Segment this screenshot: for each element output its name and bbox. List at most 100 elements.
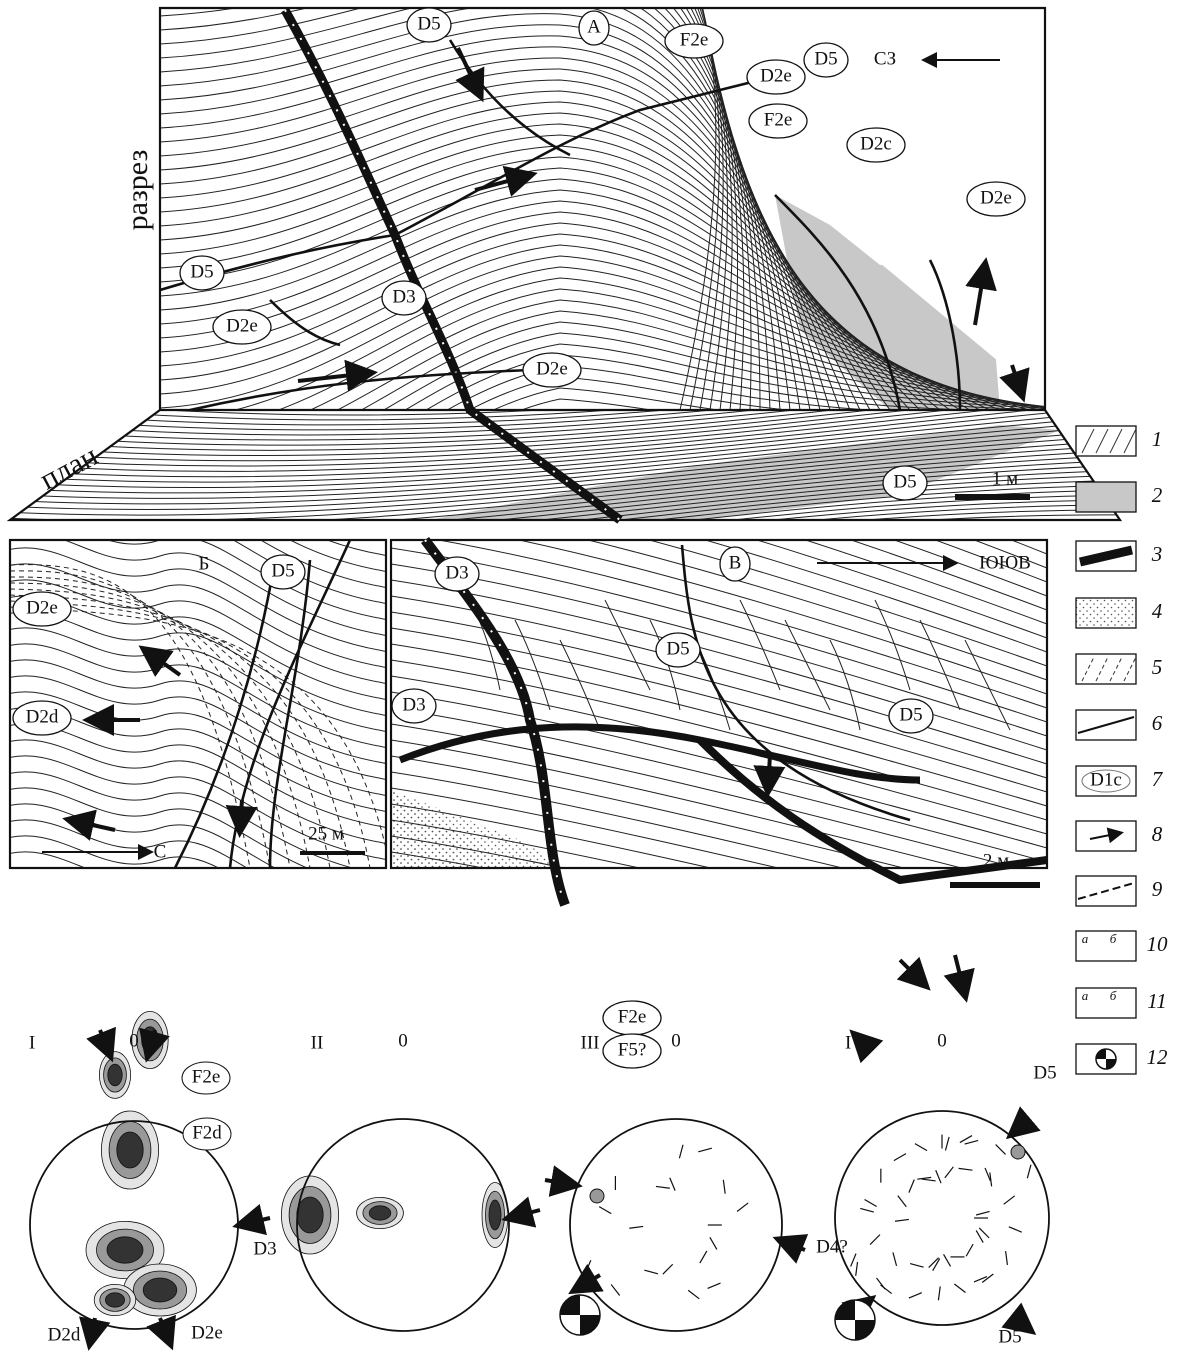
scale-label: 1 м xyxy=(992,468,1018,489)
contour xyxy=(108,1064,122,1086)
tag: D2e xyxy=(26,597,58,618)
tag: D2e xyxy=(536,358,568,379)
lineation xyxy=(670,1178,675,1191)
contour xyxy=(105,1293,124,1307)
tag: F2e xyxy=(618,1006,647,1027)
legend-number: 9 xyxy=(1152,877,1163,901)
stratum xyxy=(391,1028,1047,1142)
lineation xyxy=(959,1168,973,1170)
stratum xyxy=(0,510,1130,596)
figure: разрез план СЗ 1 м Б С 25 м ЮЮВ 2 м АD5F… xyxy=(0,0,1179,1353)
north-label: 0 xyxy=(937,1030,947,1051)
stratum xyxy=(0,562,1130,662)
tag: D5 xyxy=(1033,1062,1056,1083)
lineation xyxy=(1004,1196,1015,1205)
legend-box xyxy=(1076,426,1136,456)
legend-box xyxy=(1076,598,1136,628)
lineation xyxy=(976,1230,983,1242)
stereonet-label: II xyxy=(311,1032,324,1053)
stratum xyxy=(0,724,390,828)
legend-number: 5 xyxy=(1152,655,1163,679)
stratum xyxy=(0,804,390,908)
stratum xyxy=(391,964,1047,1086)
legend-number: 2 xyxy=(1152,483,1163,507)
contour xyxy=(117,1132,143,1168)
stratum xyxy=(0,868,390,972)
tag: D2e xyxy=(191,1322,223,1343)
lineation xyxy=(700,1251,707,1263)
stratum xyxy=(0,916,390,1020)
legend-part: а xyxy=(1082,988,1089,1003)
stress-arrow xyxy=(90,1318,95,1343)
stratum xyxy=(391,1060,1047,1170)
legend-number: 1 xyxy=(1152,427,1163,451)
tag: D5 xyxy=(417,13,440,34)
lineation xyxy=(723,1180,725,1194)
legend-box xyxy=(1076,654,1136,684)
north-label: 0 xyxy=(671,1030,681,1051)
lineation xyxy=(954,1284,965,1293)
lineation xyxy=(996,1145,1006,1155)
stratum xyxy=(391,580,1047,750)
stratum xyxy=(391,884,1047,1016)
lineation xyxy=(708,1283,721,1288)
stereonet-label: III xyxy=(581,1032,600,1053)
legend-part: б xyxy=(1110,988,1117,1003)
lineation xyxy=(1006,1251,1008,1265)
tag: D3 xyxy=(392,286,415,307)
stratum xyxy=(0,529,1130,620)
panel-v-frame xyxy=(391,540,1047,868)
lineation xyxy=(629,1226,643,1228)
stratum xyxy=(0,932,390,1036)
axis-point xyxy=(590,1189,604,1203)
tag: А xyxy=(587,16,601,37)
legend-number: 4 xyxy=(1152,599,1163,623)
lineation xyxy=(894,1154,906,1161)
tag: F5? xyxy=(618,1039,647,1060)
stratum xyxy=(391,980,1047,1100)
stratum xyxy=(0,500,390,604)
stress-arrow xyxy=(160,1318,170,1343)
tag: F2d xyxy=(192,1122,222,1143)
lineation xyxy=(936,1170,941,1183)
lineation xyxy=(710,1237,717,1249)
lineation xyxy=(881,1285,892,1294)
stratum xyxy=(0,964,390,1068)
scale-label: 2 м xyxy=(983,850,1009,871)
contour xyxy=(489,1200,501,1230)
tag: D3 xyxy=(445,562,468,583)
lineation xyxy=(870,1235,880,1245)
lineation xyxy=(965,1140,979,1144)
tag: D5 xyxy=(271,560,294,581)
legend-number: 6 xyxy=(1152,711,1163,735)
tag: D2d xyxy=(26,706,59,727)
contour xyxy=(107,1237,143,1263)
lineation xyxy=(1027,1165,1031,1179)
stratum xyxy=(391,868,1047,1002)
stratum xyxy=(0,884,390,988)
tag: D5 xyxy=(899,704,922,725)
stratum xyxy=(391,1092,1047,1198)
stress-arrow xyxy=(780,1240,805,1250)
lineation xyxy=(865,1199,877,1206)
minor-fault xyxy=(785,620,830,710)
tag: D2d xyxy=(48,1324,81,1345)
lineation xyxy=(851,1254,856,1267)
stratum xyxy=(391,1076,1047,1184)
stratum xyxy=(391,948,1047,1072)
tag: D2e xyxy=(226,315,258,336)
stress-arrow xyxy=(240,1218,270,1225)
stratum xyxy=(0,534,1130,626)
tag: D4? xyxy=(816,1236,848,1257)
legend-number: 12 xyxy=(1147,1045,1169,1069)
legend-number: 3 xyxy=(1151,542,1163,566)
stress-arrow xyxy=(509,1210,540,1218)
lineation xyxy=(679,1145,683,1159)
stratum xyxy=(0,612,390,716)
axis-point xyxy=(1011,1145,1025,1159)
lineation xyxy=(688,1290,699,1299)
stratum xyxy=(0,543,1130,638)
tag: D3 xyxy=(253,1238,276,1259)
lineation xyxy=(979,1228,989,1238)
stratum xyxy=(0,900,390,1004)
